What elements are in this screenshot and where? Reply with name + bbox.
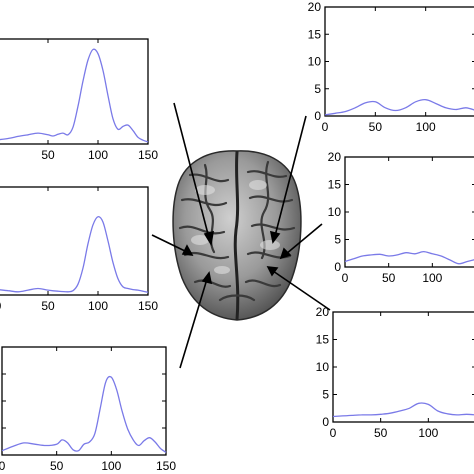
y-tick-label: 10	[316, 360, 330, 374]
chart-panel-left-middle: 0 50 100 150	[0, 186, 158, 313]
arrow-left-middle	[151, 234, 188, 253]
series-line	[0, 48, 149, 143]
x-tick-label: 150	[138, 148, 158, 162]
plot-frame	[324, 6, 474, 117]
x-tick-label: 100	[101, 459, 121, 473]
x-tick-label: 50	[50, 459, 64, 473]
y-tick-label: 5	[314, 82, 321, 96]
y-tick-label: 20	[316, 305, 330, 319]
chart-panel-right-bottom: 0 50 100 0 5 10 15 20	[316, 305, 474, 440]
arrowhead-right-bottom	[266, 266, 279, 277]
series-line	[1, 375, 167, 453]
y-tick-label: 5	[322, 388, 329, 402]
x-tick-label: 100	[416, 120, 436, 134]
x-tick-label: 100	[422, 271, 442, 285]
pointer-arrows	[151, 102, 331, 369]
y-tick-label: 0	[334, 260, 341, 274]
chart-panel-left-bottom: 05010015005050	[0, 346, 176, 473]
chart-panel-right-middle: 0 50 100 0 5 10 15 20	[328, 150, 474, 285]
arrow-right-top	[274, 115, 307, 237]
arrowhead-right-middle	[279, 247, 292, 260]
x-tick-label: 0	[342, 271, 349, 285]
arrow-right-bottom	[272, 270, 331, 311]
arrowhead-right-top	[269, 230, 281, 244]
arrow-left-bottom	[179, 278, 208, 369]
series-line	[324, 99, 474, 116]
arrowhead-left-middle	[181, 244, 194, 256]
x-tick-label: 100	[418, 426, 438, 440]
y-tick-label: 20	[308, 0, 322, 14]
plot-frame	[0, 186, 149, 296]
plot-frame	[344, 156, 474, 268]
x-tick-label: 0	[0, 299, 2, 313]
chart-panel-right-top: 0 50 100 0 5 10 15 20	[308, 0, 474, 134]
arrow-left-top	[173, 102, 210, 239]
x-tick-label: 0	[322, 120, 329, 134]
x-tick-label: 100	[88, 299, 108, 313]
y-tick-label: 5	[334, 233, 341, 247]
x-tick-label: 150	[138, 299, 158, 313]
y-tick-label: 15	[308, 27, 322, 41]
y-tick-label: 0	[314, 109, 321, 123]
x-tick-label: 150	[156, 459, 176, 473]
arrow-right-middle	[285, 223, 323, 255]
y-tick-label: 15	[316, 333, 330, 347]
x-tick-label: 50	[374, 426, 388, 440]
series-line	[332, 402, 474, 418]
y-tick-label: 20	[328, 150, 342, 164]
arrowhead-left-bottom	[201, 271, 213, 285]
x-tick-label: 100	[88, 148, 108, 162]
chart-panel-left-top: 50 100 150	[0, 38, 158, 162]
y-tick-label: 10	[328, 205, 342, 219]
x-tick-label: 50	[369, 120, 383, 134]
series-line	[0, 216, 149, 293]
y-tick-label: 15	[328, 178, 342, 192]
plot-frame	[1, 346, 167, 456]
y-tick-label: 10	[308, 55, 322, 69]
x-tick-label: 50	[41, 299, 55, 313]
x-tick-label: 50	[41, 148, 55, 162]
plot-frame	[0, 38, 149, 145]
plot-frame	[332, 311, 474, 423]
series-line	[344, 250, 474, 265]
arrowhead-left-top	[203, 230, 214, 247]
x-tick-label: 0	[330, 426, 337, 440]
x-tick-label: 0	[0, 459, 6, 473]
y-tick-label: 0	[322, 415, 329, 429]
x-tick-label: 50	[382, 271, 396, 285]
